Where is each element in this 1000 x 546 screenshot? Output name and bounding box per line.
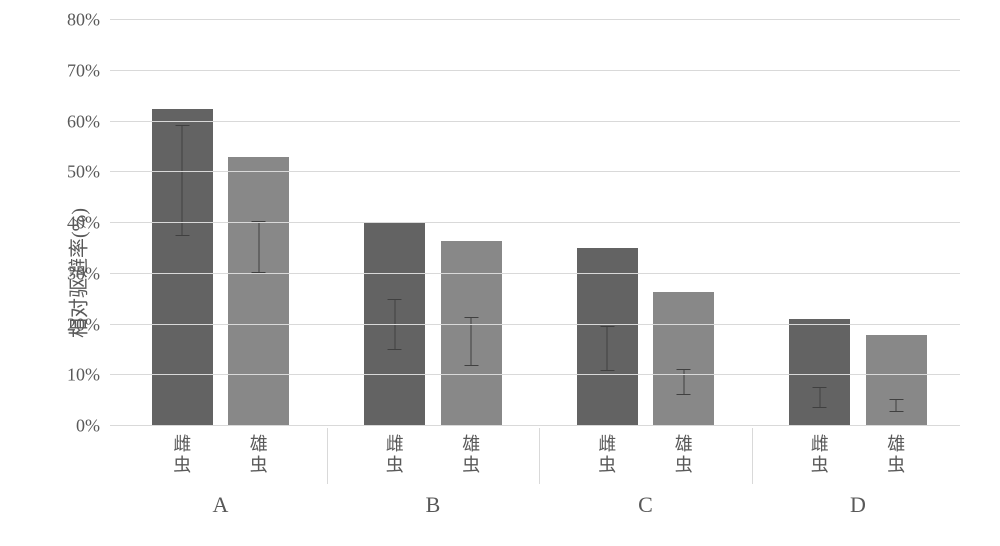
plot-area: 0%10%20%30%40%50%60%70%80% [110,20,960,426]
error-bar [182,125,183,236]
x-sub-label-male: 雄 虫 [884,434,908,475]
y-tick-label: 60% [67,111,100,132]
x-group-label: C [638,492,653,518]
error-bar [819,387,820,408]
x-sub-label-female: 雌 虫 [595,434,619,475]
bars-layer [110,20,960,426]
y-tick-label: 20% [67,314,100,335]
grid-line [110,19,960,20]
bar-C-male [653,292,714,426]
y-tick-label: 10% [67,365,100,386]
error-bar [258,221,259,273]
chart-container: 相对驱避率(%) 0%10%20%30%40%50%60%70%80% 雌 虫雄… [0,0,1000,546]
error-bar [394,299,395,350]
grid-line [110,374,960,375]
error-bar [607,326,608,370]
grid-line [110,222,960,223]
x-sub-label-female: 雌 虫 [808,434,832,475]
grid-line [110,70,960,71]
bar-C-female [577,248,638,426]
x-group-label: B [426,492,441,518]
bar-B-male [441,241,502,426]
x-axis-labels: 雌 虫 雄 虫 A 雌 虫 雄 虫 B 雌 虫 雄 虫 C 雌 虫 雄 虫 D [110,426,960,546]
y-tick-label: 0% [76,416,100,437]
bar-A-male [228,157,289,426]
y-tick-label: 70% [67,60,100,81]
grid-line [110,121,960,122]
y-tick-label: 40% [67,213,100,234]
x-sub-label-female: 雌 虫 [170,434,194,475]
group-divider [327,428,328,484]
y-tick-label: 80% [67,10,100,31]
group-divider [539,428,540,484]
error-bar [683,369,684,395]
y-tick-label: 30% [67,263,100,284]
x-sub-label-female: 雌 虫 [383,434,407,475]
bar-B-female [364,223,425,426]
x-sub-label-male: 雄 虫 [459,434,483,475]
x-group-label: D [850,492,866,518]
bar-D-male [866,335,927,426]
y-tick-label: 50% [67,162,100,183]
x-sub-label-male: 雄 虫 [247,434,271,475]
x-sub-label-male: 雄 虫 [672,434,696,475]
grid-line [110,171,960,172]
bar-A-female [152,109,213,426]
grid-line [110,273,960,274]
grid-line [110,324,960,325]
error-bar [896,399,897,412]
group-divider [752,428,753,484]
bar-D-female [789,319,850,426]
x-group-label: A [213,492,229,518]
